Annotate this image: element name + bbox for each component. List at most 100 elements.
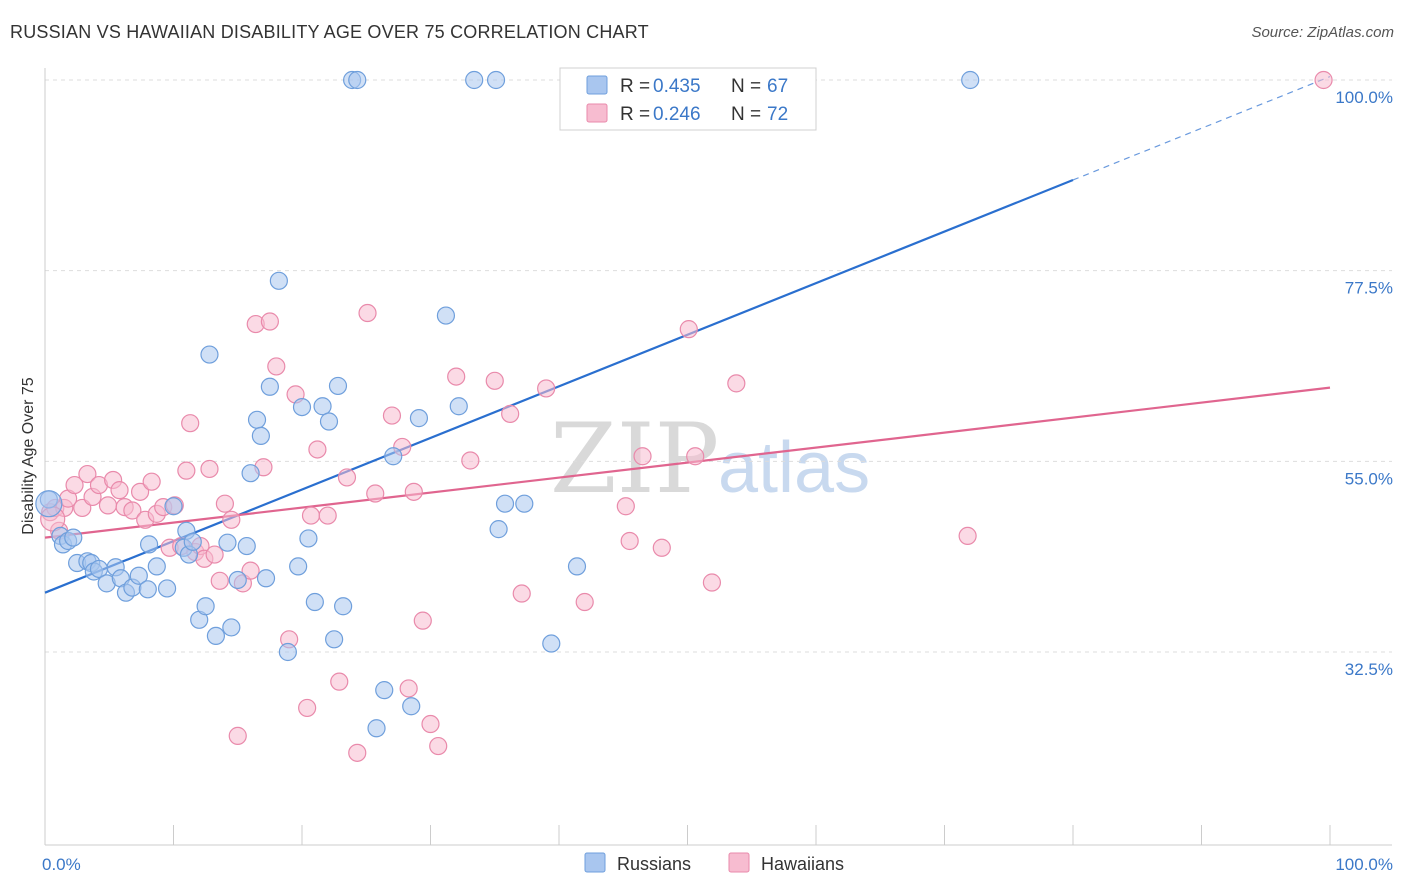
hawaiian-point: [404, 482, 423, 501]
russian-point: [409, 409, 429, 428]
stats-legend: R = 0.435 N = 67 R = 0.246 N = 72: [559, 67, 817, 131]
russian-point: [567, 557, 587, 576]
hawaiian-point: [337, 468, 357, 487]
hawaiian-point: [575, 592, 594, 612]
russian-point: [269, 271, 288, 290]
russian-point: [489, 520, 508, 539]
hawaiian-point: [205, 545, 224, 564]
hawaiian-point: [429, 736, 448, 756]
hawaiian-point: [501, 404, 520, 423]
hawaiian-point: [616, 497, 635, 516]
legend-swatch-russians: [586, 75, 608, 95]
y-tick-labels: 32.5% 55.0% 77.5% 100.0%: [1335, 88, 1393, 679]
russian-point: [486, 70, 506, 90]
russian-point: [367, 719, 386, 738]
hawaiian-point: [260, 312, 279, 331]
hawaiian-point: [447, 367, 466, 386]
hawaiian-point: [727, 374, 746, 393]
trendline-russians: [44, 178, 1074, 594]
hawaiian-point: [123, 501, 142, 520]
trend-lines: [44, 76, 1331, 594]
hawaiian-point: [1314, 70, 1333, 90]
hawaiian-point: [98, 496, 118, 515]
russian-point: [305, 592, 324, 612]
hawaiian-point: [200, 459, 219, 479]
y-axis-title: Disability Age Over 75: [20, 377, 37, 535]
hawaiian-point: [421, 714, 440, 734]
hawaiian-point: [298, 698, 317, 718]
hawaiian-point: [413, 611, 432, 630]
legend-r-value-1: 0.435: [653, 76, 701, 97]
russian-point: [313, 397, 332, 416]
legend-n-label-1: N =: [731, 76, 761, 97]
russian-point: [183, 532, 202, 551]
hawaiian-point: [130, 482, 150, 501]
russian-point: [961, 70, 980, 90]
russian-point: [449, 397, 468, 416]
hawaiian-point: [110, 481, 129, 500]
legend-n-label-2: N =: [731, 104, 761, 125]
hawaiian-point: [958, 526, 977, 546]
russian-point: [237, 536, 256, 556]
hawaiian-point: [241, 561, 260, 580]
russian-point: [402, 697, 421, 716]
russian-point: [436, 306, 456, 325]
y-tick-label: 100.0%: [1335, 88, 1393, 107]
hawaiian-point: [537, 379, 556, 398]
russian-point: [241, 464, 260, 483]
russian-point: [139, 535, 159, 554]
hawaiian-point: [485, 371, 504, 390]
hawaiian-point: [301, 506, 321, 525]
hawaiian-point: [308, 440, 327, 459]
legend-r-label-1: R =: [620, 76, 650, 97]
russian-point: [465, 70, 484, 90]
russian-point: [157, 579, 177, 598]
russian-point: [319, 412, 339, 431]
trendline-russians-extension: [1072, 76, 1331, 181]
bottom-legend-russians: Russians: [617, 854, 691, 874]
y-tick-label: 32.5%: [1345, 660, 1393, 679]
hawaiian-point: [222, 510, 241, 529]
russian-point: [196, 597, 215, 616]
hawaiian-point: [318, 506, 337, 525]
russian-point: [325, 630, 344, 649]
hawaiian-point: [686, 447, 705, 466]
series-hawaiians: [40, 70, 1333, 762]
russian-point: [64, 528, 83, 547]
hawaiian-point: [358, 303, 377, 323]
hawaiian-point: [215, 494, 234, 513]
hawaiian-point: [210, 571, 229, 590]
russian-point: [206, 626, 226, 645]
russian-point: [147, 557, 166, 576]
russian-point: [384, 447, 403, 466]
hawaiian-point: [181, 414, 200, 433]
hawaiian-point: [228, 726, 247, 745]
hawaiian-point: [348, 743, 367, 762]
x-tick-label: 0.0%: [42, 855, 81, 874]
russian-point: [256, 569, 276, 588]
legend-r-value-2: 0.246: [653, 104, 701, 125]
russian-point: [515, 494, 534, 513]
hawaiian-point: [65, 475, 84, 495]
hawaiian-point: [382, 406, 402, 425]
x-tick-label: 100.0%: [1335, 855, 1393, 874]
hawaiian-point: [702, 573, 722, 592]
russian-point: [129, 566, 148, 585]
russian-point: [299, 529, 318, 548]
hawaiian-point: [633, 447, 652, 466]
russian-point: [348, 70, 367, 90]
watermark: ZIP atlas: [550, 403, 870, 515]
y-tick-label: 77.5%: [1345, 279, 1393, 298]
watermark-atlas: atlas: [718, 428, 870, 508]
russian-point: [328, 376, 348, 396]
x-tick-labels: 0.0% 100.0%: [42, 855, 1393, 874]
russian-point: [35, 490, 63, 518]
russian-point: [334, 597, 353, 616]
hawaiian-point: [461, 451, 480, 470]
y-tick-label: 55.0%: [1345, 469, 1393, 488]
hawaiian-point: [399, 679, 418, 698]
hawaiian-point: [620, 531, 639, 551]
hawaiian-point: [177, 461, 196, 480]
chart-title: RUSSIAN VS HAWAIIAN DISABILITY AGE OVER …: [10, 22, 649, 42]
